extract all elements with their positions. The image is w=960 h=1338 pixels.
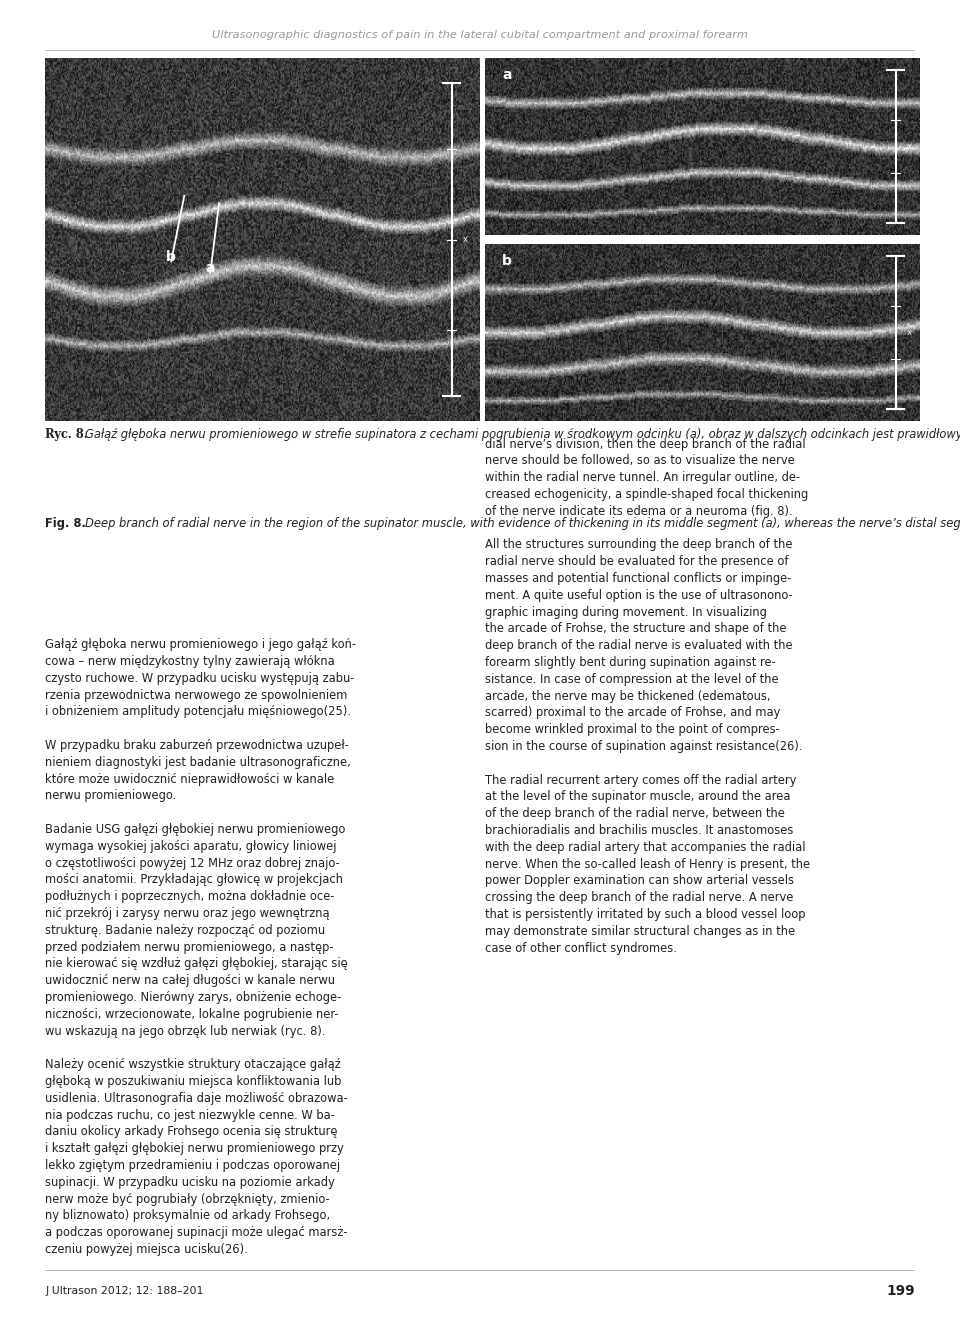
Text: Gałąź głęboka nerwu promieniowego w strefie supinatora z cechami pogrubienia w ś: Gałąź głęboka nerwu promieniowego w stre… <box>85 428 960 442</box>
Text: a: a <box>205 261 215 276</box>
Text: b: b <box>502 254 512 268</box>
Text: Ultrasonographic diagnostics of pain in the lateral cubital compartment and prox: Ultrasonographic diagnostics of pain in … <box>212 29 748 40</box>
Text: Deep branch of radial nerve in the region of the supinator muscle, with evidence: Deep branch of radial nerve in the regio… <box>85 518 960 530</box>
Text: x: x <box>906 142 912 151</box>
Text: J Ultrason 2012; 12: 188–201: J Ultrason 2012; 12: 188–201 <box>45 1286 204 1297</box>
Text: 199: 199 <box>886 1284 915 1298</box>
Text: Gałąź głęboka nerwu promieniowego i jego gałąź koń-
cowa – nerw międzykostny tyl: Gałąź głęboka nerwu promieniowego i jego… <box>45 638 356 1256</box>
Text: Fig. 8.: Fig. 8. <box>45 518 86 530</box>
Text: b: b <box>166 250 177 265</box>
Text: a: a <box>502 68 512 82</box>
Text: Ryc. 8.: Ryc. 8. <box>45 428 87 442</box>
Text: dial nerve’s division, then the deep branch of the radial
nerve should be follow: dial nerve’s division, then the deep bra… <box>485 438 810 954</box>
Text: x: x <box>906 328 912 337</box>
Text: x: x <box>463 235 468 244</box>
